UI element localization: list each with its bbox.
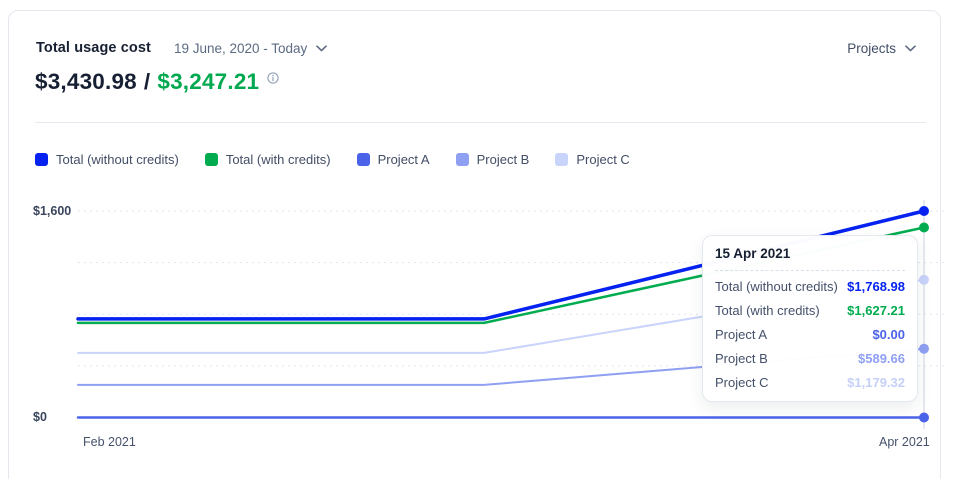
legend-item-total-with-credits[interactable]: Total (with credits) <box>204 152 331 167</box>
legend-swatch-total-with-credits <box>204 153 218 166</box>
page-title: Total usage cost <box>36 40 151 56</box>
x-axis-tick-apr: Apr 2021 <box>879 435 930 449</box>
legend-label: Project C <box>576 152 630 167</box>
chevron-down-icon <box>905 44 916 51</box>
y-axis-tick-zero: $0 <box>33 410 47 424</box>
legend-item-project-b[interactable]: Project B <box>455 152 530 167</box>
legend-swatch-total-without-credits <box>35 153 48 166</box>
header-divider <box>35 122 926 123</box>
legend-swatch-project-c <box>555 153 569 166</box>
chart-tooltip: 15 Apr 2021 Total (without credits) $1,7… <box>702 235 918 402</box>
legend-label: Project A <box>377 152 430 167</box>
legend-swatch-project-b <box>455 153 469 166</box>
tooltip-row-project-b: Project B $589.66 <box>715 350 905 366</box>
tooltip-date: 15 Apr 2021 <box>715 246 791 261</box>
tooltip-row-total-with-credits: Total (with credits) $1,627.21 <box>715 302 905 318</box>
legend-label: Total (with credits) <box>225 152 331 167</box>
tooltip-row-total-without-credits: Total (without credits) $1,768.98 <box>715 278 905 294</box>
tooltip-divider <box>715 270 905 271</box>
x-axis-tick-feb: Feb 2021 <box>83 435 136 449</box>
date-range-label: 19 June, 2020 - Today <box>173 40 308 56</box>
chart-legend: Total (without credits) Total (with cred… <box>35 152 630 167</box>
projects-dropdown[interactable]: Projects <box>847 41 916 56</box>
legend-swatch-project-a <box>356 153 370 166</box>
amount-with-credits: $3,247.21 <box>157 69 260 94</box>
tooltip-row-project-a: Project A $0.00 <box>715 326 905 342</box>
total-amounts: $3,430.98 / $3,247.21 <box>35 69 279 95</box>
tooltip-row-project-c: Project C $1,179.32 <box>715 374 905 390</box>
legend-item-project-a[interactable]: Project A <box>356 152 430 167</box>
info-icon[interactable] <box>267 72 279 84</box>
legend-item-project-c[interactable]: Project C <box>555 152 630 167</box>
header-left: Total usage cost 19 June, 2020 - Today <box>36 40 328 56</box>
amount-separator: / <box>143 69 151 94</box>
date-range-dropdown[interactable]: 19 June, 2020 - Today <box>173 40 328 56</box>
chevron-down-icon <box>316 44 328 51</box>
amount-without-credits: $3,430.98 <box>35 69 137 94</box>
projects-dropdown-label: Projects <box>847 40 896 56</box>
y-axis-tick-max: $1,600 <box>33 204 72 218</box>
legend-label: Total (without credits) <box>56 152 179 167</box>
card-header: Total usage cost 19 June, 2020 - Today P… <box>36 40 916 56</box>
legend-item-total-without-credits[interactable]: Total (without credits) <box>35 152 179 167</box>
legend-label: Project B <box>476 152 530 167</box>
